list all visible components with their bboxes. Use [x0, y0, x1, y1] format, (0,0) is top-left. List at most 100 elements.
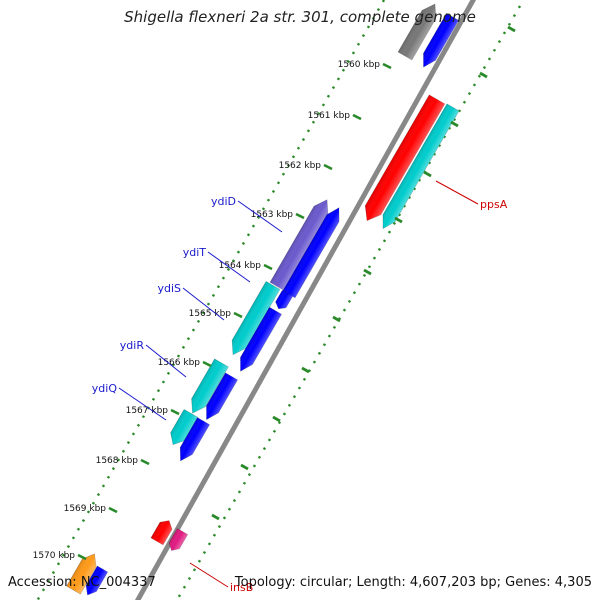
inner-ring-dot: [241, 241, 246, 245]
gene-ydiS-blue[interactable]: [234, 306, 282, 375]
leader-line: [237, 200, 283, 233]
outer-major-tick: [450, 120, 459, 128]
inner-ring-dot: [236, 250, 241, 254]
gene-label-ydiQ: ydiQ: [92, 382, 118, 395]
inner-ring-dot: [361, 34, 366, 38]
inner-ring-dot: [311, 120, 316, 124]
inner-ring-dot: [251, 224, 256, 228]
outer-ring-dot: [472, 83, 477, 87]
gene-ydiT-blue[interactable]: [273, 289, 294, 312]
outer-major-tick: [394, 216, 403, 224]
outer-ring-dot: [247, 473, 252, 477]
genes-layer: [66, 0, 460, 598]
outer-major-tick: [479, 71, 488, 79]
inner-ring-dot: [116, 458, 121, 462]
outer-ring-dot: [407, 195, 412, 200]
inner-ring-dot: [346, 60, 351, 64]
inner-ring-dot: [221, 276, 226, 280]
major-tick: [352, 113, 362, 121]
outer-ring-dot: [282, 412, 287, 416]
leader-line: [189, 562, 229, 588]
outer-ring-dot: [362, 273, 367, 277]
inner-ring-dot: [306, 129, 311, 133]
inner-ring-dot: [156, 389, 161, 393]
inner-ring-dot: [166, 371, 171, 375]
outer-ring-dot: [262, 447, 267, 451]
outer-major-tick: [240, 463, 249, 471]
inner-ring-dot: [96, 493, 101, 497]
outer-ring-dot: [222, 516, 227, 520]
tick-label: 1561 kbp: [308, 111, 351, 121]
inner-ring-dot: [371, 16, 376, 20]
inner-ring-dot: [366, 25, 371, 29]
major-tick: [108, 506, 118, 514]
outer-ring-dot: [322, 343, 327, 347]
outer-ring-dot: [447, 126, 452, 130]
gene-ppsA-red[interactable]: [359, 94, 446, 225]
gene-orange-bottom[interactable]: [66, 550, 102, 595]
tick-labels: 1560 kbp 1561 kbp 1562 kbp 1563 kbp 1564 kbp…: [33, 25, 516, 561]
inner-ring-dot: [186, 337, 191, 341]
inner-ring-dot: [151, 397, 156, 401]
gene-label-ppsA: ppsA: [480, 198, 508, 211]
gene-blue-top[interactable]: [417, 12, 459, 70]
inner-ring-dot: [41, 588, 46, 592]
outer-ring-dot: [272, 429, 277, 433]
outer-ring-dot: [427, 161, 432, 165]
inner-ring-dot: [271, 189, 276, 194]
tick-label: 1565 kbp: [189, 309, 232, 319]
genome-summary-text: Topology: circular; Length: 4,607,203 bp…: [234, 575, 592, 590]
outer-ring-dot: [202, 550, 207, 555]
gene-label-ydiS: ydiS: [157, 282, 181, 295]
gene-blue-bottom[interactable]: [82, 565, 109, 598]
inner-ring-dot: [36, 596, 41, 600]
gene-insB-red[interactable]: [150, 517, 175, 546]
inner-ring-dot: [356, 42, 361, 46]
outer-ring-dot: [392, 221, 397, 226]
leader-line: [207, 251, 251, 283]
accession-text: Accession: NC_004337: [8, 575, 156, 590]
gene-insB-magenta[interactable]: [166, 528, 189, 553]
gene-ydiR-blue[interactable]: [200, 372, 238, 423]
inner-ring-dot: [296, 146, 301, 150]
outer-ring-dot: [412, 187, 417, 191]
gene-ydiQ-blue[interactable]: [174, 417, 210, 465]
outer-ring-dot: [352, 291, 357, 295]
leader-line: [182, 287, 225, 321]
outer-ring-dot: [287, 403, 292, 407]
outer-ring-dot: [232, 499, 237, 503]
major-tick: [295, 212, 305, 220]
outer-ring-dot: [467, 91, 472, 96]
inner-ring-dot: [141, 415, 146, 419]
gene-gray-top[interactable]: [397, 0, 442, 61]
major-tick: [170, 408, 180, 416]
outer-ring-dot: [357, 282, 362, 286]
gene-ydiR-cyan[interactable]: [186, 358, 229, 417]
inner-ring-dot: [211, 293, 216, 297]
major-tick: [202, 360, 212, 368]
outer-ring-dot: [227, 507, 232, 511]
inner-ring-dot: [91, 501, 96, 505]
tick-label: 1569 kbp: [64, 504, 107, 514]
gene-ppsA-cyan[interactable]: [377, 103, 460, 232]
tick-label: 1562 kbp: [279, 161, 322, 171]
inner-ring-dot: [81, 518, 86, 523]
tick-label: 1560 kbp: [338, 60, 381, 70]
outer-ring-dot: [297, 386, 302, 390]
outer-ring-dot: [367, 265, 372, 269]
outer-ring-dot: [342, 308, 347, 312]
outer-ring-dot: [382, 239, 387, 243]
outer-ring-dot: [242, 481, 247, 485]
inner-ring-dot: [226, 267, 231, 271]
gene-label-ydiD: ydiD: [211, 195, 236, 208]
inner-ring-dot: [126, 441, 131, 445]
outer-ring-dot: [417, 178, 422, 182]
outer-ring-dot: [257, 455, 262, 459]
inner-ring-dot: [206, 302, 211, 306]
inner-ring-dot: [351, 51, 356, 55]
leader-line: [145, 344, 187, 378]
outer-ring-dot: [267, 438, 272, 442]
inner-ring-dot: [196, 319, 201, 323]
outer-ring-dot: [507, 22, 512, 26]
